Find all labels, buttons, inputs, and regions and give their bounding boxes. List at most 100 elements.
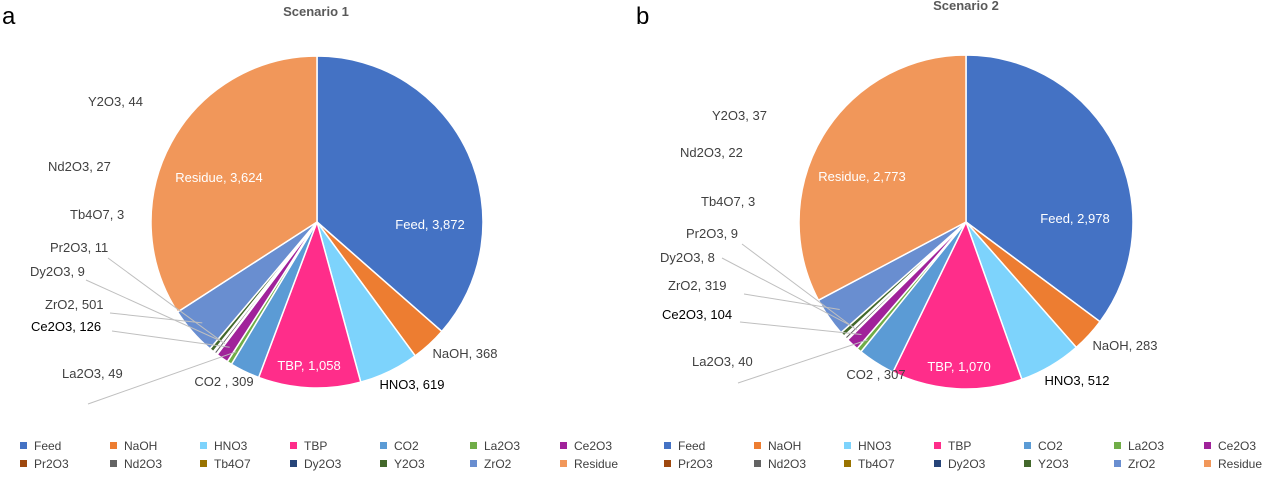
legend-item-feed: Feed [664, 439, 705, 453]
legend-swatch-y2o3 [380, 460, 387, 467]
data-label-zro2: ZrO2, 319 [668, 278, 727, 293]
legend-label-tb4o7: Tb4O7 [214, 457, 251, 471]
leader-line-ce2o3 [111, 330, 230, 348]
legend-label-zro2: ZrO2 [484, 457, 512, 471]
legend-swatch-hno3 [844, 442, 851, 449]
legend-item-nd2o3: Nd2O3 [110, 457, 162, 471]
legend-item-co2: CO2 [1024, 439, 1063, 453]
legend-item-ce2o3: Ce2O3 [1204, 439, 1256, 453]
legend-item-tbp: TBP [934, 439, 971, 453]
data-label-tbp: TBP, 1,058 [277, 358, 340, 373]
legend-item-pr2o3: Pr2O3 [664, 457, 713, 471]
data-label-zro2: ZrO2, 501 [45, 297, 104, 312]
data-label-tbp: TBP, 1,070 [927, 359, 990, 374]
legend-label-la2o3: La2O3 [484, 439, 520, 453]
legend-item-dy2o3: Dy2O3 [290, 457, 342, 471]
legend-item-la2o3: La2O3 [1114, 439, 1164, 453]
legend-swatch-la2o3 [1114, 442, 1121, 449]
data-label-nd2o3: Nd2O3, 22 [680, 145, 743, 160]
legend-swatch-co2 [380, 442, 387, 449]
data-label-residue: Residue, 3,624 [175, 170, 262, 185]
legend-swatch-tbp [934, 442, 941, 449]
legend-item-nd2o3: Nd2O3 [754, 457, 806, 471]
pie-slice-residue [150, 55, 318, 314]
leader-line-zro2 [743, 293, 840, 310]
legend-item-zro2: ZrO2 [1114, 457, 1156, 471]
data-label-naoh: NaOH, 368 [432, 346, 497, 361]
data-label-y2o3: Y2O3, 37 [712, 108, 767, 123]
leader-line-ce2o3 [739, 321, 862, 335]
legend-item-hno3: HNO3 [844, 439, 892, 453]
legend-swatch-feed [664, 442, 671, 449]
data-label-hno3: HNO3, 512 [1044, 373, 1109, 388]
pie-slice-tbp [257, 219, 362, 389]
panel-label-b: b [636, 3, 649, 30]
legend-swatch-zro2 [470, 460, 477, 467]
legend-swatch-tb4o7 [844, 460, 851, 467]
data-label-ce2o3: Ce2O3, 126 [31, 319, 101, 334]
data-label-dy2o3: Dy2O3, 9 [30, 264, 85, 279]
legend-label-tbp: TBP [304, 439, 327, 453]
legend-swatch-la2o3 [470, 442, 477, 449]
legend-item-tb4o7: Tb4O7 [844, 457, 895, 471]
legend-item-pr2o3: Pr2O3 [20, 457, 69, 471]
legend-item-hno3: HNO3 [200, 439, 248, 453]
chart-title-scenario-2: Scenario 2 [933, 0, 999, 13]
leader-line-pr2o3 [741, 243, 857, 331]
legend-item-dy2o3: Dy2O3 [934, 457, 986, 471]
legend-label-hno3: HNO3 [858, 439, 892, 453]
legend-item-residue: Residue [560, 457, 618, 471]
legend-item-naoh: NaOH [754, 439, 801, 453]
legend-label-naoh: NaOH [124, 439, 157, 453]
legend-item-tbp: TBP [290, 439, 327, 453]
legend-label-zro2: ZrO2 [1128, 457, 1156, 471]
leader-line-la2o3 [737, 339, 868, 384]
legend-swatch-tbp [290, 442, 297, 449]
legend-item-y2o3: Y2O3 [380, 457, 425, 471]
legend-swatch-pr2o3 [20, 460, 27, 467]
data-label-pr2o3: Pr2O3, 11 [50, 240, 108, 255]
legend-label-tbp: TBP [948, 439, 971, 453]
legend-swatch-nd2o3 [110, 460, 117, 467]
legend-label-pr2o3: Pr2O3 [678, 457, 713, 471]
legend-item-zro2: ZrO2 [470, 457, 512, 471]
legend-swatch-naoh [110, 442, 117, 449]
data-label-tb4o7: Tb4O7, 3 [70, 207, 124, 222]
legend-scenario-1: Feed NaOH HNO3 TBP CO2 La2O3 Ce2O3 Pr2O3 Nd2O3 Tb… [20, 439, 618, 471]
legend-label-co2: CO2 [1038, 439, 1063, 453]
pie-slice-tbp [891, 220, 1023, 390]
legend-label-feed: Feed [678, 439, 705, 453]
legend-item-feed: Feed [20, 439, 61, 453]
legend-label-residue: Residue [1218, 457, 1262, 471]
data-label-pr2o3: Pr2O3, 9 [686, 226, 738, 241]
leader-line-pr2o3 [107, 257, 225, 345]
legend-label-y2o3: Y2O3 [1038, 457, 1069, 471]
legend-label-tb4o7: Tb4O7 [858, 457, 895, 471]
legend-label-nd2o3: Nd2O3 [124, 457, 162, 471]
leader-line-zro2 [109, 312, 203, 324]
legend-label-dy2o3: Dy2O3 [304, 457, 342, 471]
legend-swatch-residue [560, 460, 567, 467]
legend-swatch-hno3 [200, 442, 207, 449]
legend-label-feed: Feed [34, 439, 61, 453]
legend-item-residue: Residue [1204, 457, 1262, 471]
legend-scenario-2: Feed NaOH HNO3 TBP CO2 La2O3 Ce2O3 Pr2O3 Nd2O3 Tb… [664, 439, 1262, 471]
data-label-co2: CO2 , 309 [194, 374, 253, 389]
data-label-co2: CO2 , 307 [846, 367, 905, 382]
legend-item-y2o3: Y2O3 [1024, 457, 1069, 471]
data-label-y2o3: Y2O3, 44 [88, 94, 143, 109]
legend-label-pr2o3: Pr2O3 [34, 457, 69, 471]
leader-line-la2o3 [87, 351, 237, 405]
legend-swatch-dy2o3 [934, 460, 941, 467]
legend-label-co2: CO2 [394, 439, 419, 453]
legend-swatch-ce2o3 [1204, 442, 1211, 449]
legend-label-residue: Residue [574, 457, 618, 471]
data-label-la2o3: La2O3, 40 [692, 354, 753, 369]
legend-swatch-co2 [1024, 442, 1031, 449]
data-label-residue: Residue, 2,773 [818, 169, 905, 184]
legend-label-ce2o3: Ce2O3 [574, 439, 612, 453]
pie-chart-scenario-1: Feed, 3,872 NaOH, 368 HNO3, 619 TBP, 1,058 C… [30, 55, 498, 405]
legend-swatch-dy2o3 [290, 460, 297, 467]
data-label-la2o3: La2O3, 49 [62, 366, 123, 381]
legend-swatch-nd2o3 [754, 460, 761, 467]
